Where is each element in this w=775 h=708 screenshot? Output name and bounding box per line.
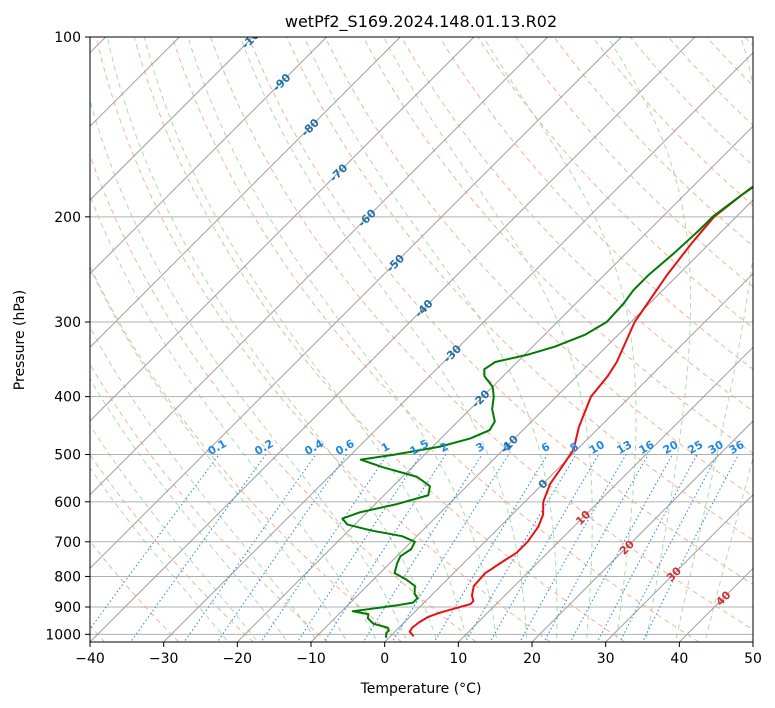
mixing-ratio-line — [183, 454, 317, 642]
mixing-ratio-line — [433, 454, 548, 642]
moist-adiabat-line — [674, 37, 753, 642]
mixing-ratio-line — [260, 454, 388, 642]
dry-adiabat-line — [95, 37, 551, 642]
chart-title: wetPf2_S169.2024.148.01.13.R02 — [285, 12, 557, 32]
y-tick-label: 300 — [54, 315, 81, 331]
isotherm-line — [605, 493, 753, 642]
isotherm-gridlines — [90, 37, 753, 642]
mixing-ratio-line — [464, 454, 577, 642]
moist-adiabat-line — [90, 266, 348, 642]
isotherm-line — [90, 37, 254, 201]
mixing-ratio-line — [129, 454, 267, 642]
dry-adiabat-line — [133, 37, 625, 642]
x-tick-label: −10 — [296, 651, 326, 667]
dry-adiabat-line — [362, 37, 753, 455]
isotherm-line — [90, 37, 696, 642]
mixing-ratio-line — [296, 454, 422, 642]
dewpoint-line — [341, 185, 753, 638]
x-tick-label: 10 — [449, 651, 467, 667]
dry-adiabat-line — [90, 153, 477, 642]
moist-adiabat-line — [143, 37, 468, 642]
y-tick-label: 400 — [54, 390, 81, 406]
dry-adiabat-line — [171, 37, 700, 642]
dry-adiabat-line — [515, 37, 753, 288]
isobar-gridlines — [90, 37, 753, 635]
isotherm-line — [90, 37, 622, 570]
moist-adiabat-line — [482, 37, 637, 642]
y-tick-label: 1000 — [45, 627, 81, 643]
y-tick-label: 800 — [54, 569, 81, 585]
x-tick-label: 30 — [597, 651, 615, 667]
mixing-ratio-line — [619, 454, 719, 642]
moist-adiabat-line — [383, 37, 593, 642]
dry-adiabat-line — [90, 363, 328, 642]
y-tick-label: 500 — [54, 448, 81, 464]
x-tick-label: 50 — [744, 651, 762, 667]
y-tick-label: 600 — [54, 495, 81, 511]
x-tick-label: 20 — [523, 651, 541, 667]
sounding-series — [341, 185, 753, 638]
isotherm-line — [90, 37, 475, 422]
dry-adiabats — [90, 37, 753, 642]
mixing-ratio-line — [362, 454, 483, 642]
mixing-ratio-line — [391, 454, 510, 642]
x-tick-label: −20 — [223, 651, 253, 667]
y-axis-ticks: 100 200 300 400 500 600 700 800 900 1000 — [45, 30, 90, 643]
dry-adiabat-line — [90, 453, 254, 642]
moist-adiabat-line — [187, 37, 498, 642]
dry-adiabat-line — [210, 37, 753, 631]
moist-adiabat-line — [90, 467, 229, 642]
moist-adiabat-line — [106, 37, 438, 642]
dry-adiabat-line — [90, 540, 180, 642]
isotherm-line — [531, 420, 753, 642]
mixing-ratio-line — [596, 454, 698, 642]
dry-adiabat-line — [324, 37, 753, 498]
temperature-line — [408, 185, 753, 637]
isotherm-line — [457, 346, 753, 642]
plot-area: 0.1 0.2 0.4 0.6 1 1.5 2 3 4 6 8 10 13 16 20 25 30 36-100-… — [90, 37, 753, 642]
isotherm-line — [236, 125, 753, 642]
isotherm-line — [163, 51, 753, 642]
y-tick-label: 900 — [54, 600, 81, 616]
x-tick-label: −30 — [149, 651, 179, 667]
plot-frame — [89, 36, 754, 643]
x-axis-label: Temperature (°C) — [360, 681, 482, 697]
y-tick-label: 200 — [54, 210, 81, 226]
y-axis-label: Pressure (hPa) — [12, 290, 28, 390]
y-tick-label: 100 — [54, 30, 81, 46]
dry-adiabat-line — [286, 37, 753, 541]
y-tick-label: 700 — [54, 535, 81, 551]
moist-adiabat-line — [90, 424, 259, 642]
isotherm-line — [384, 272, 753, 642]
isotherm-line — [90, 37, 328, 275]
mixing-ratio-line — [216, 454, 348, 642]
x-tick-label: 40 — [670, 651, 688, 667]
dry-adiabat-line — [400, 37, 753, 412]
mixing-ratio-line — [90, 454, 220, 630]
isotherm-line — [90, 37, 401, 349]
moist-adiabat-line — [90, 378, 289, 642]
x-tick-label: −40 — [75, 651, 105, 667]
isotherm-line — [90, 37, 549, 496]
x-axis-ticks: −40 −30 −20 −10 0 10 20 30 40 50 — [75, 642, 762, 667]
dry-adiabat-line — [248, 37, 753, 586]
mixing-ratio-line — [569, 454, 673, 642]
x-tick-label: 0 — [380, 651, 389, 667]
